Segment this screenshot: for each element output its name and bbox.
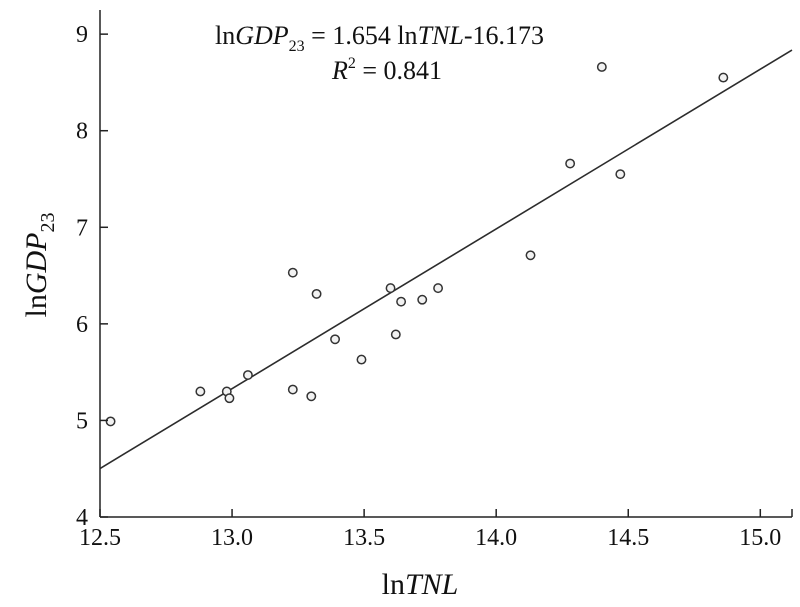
x-tick-label: 13.5 — [343, 525, 385, 551]
x-axis-title: lnTNL — [382, 568, 459, 601]
x-tick-label: 14.0 — [475, 525, 517, 551]
r2-value: = 0.841 — [356, 56, 442, 85]
eq-lhs-sub: 23 — [289, 38, 305, 55]
data-point — [105, 416, 116, 427]
x-ticks: 12.5 13.0 13.5 14.0 14.5 15.0 — [79, 509, 781, 551]
data-point — [356, 354, 367, 365]
data-point — [390, 329, 401, 340]
data-point — [224, 393, 235, 404]
data-point — [195, 386, 206, 397]
data-point — [615, 169, 626, 180]
x-axis-title-var: TNL — [405, 568, 458, 601]
data-point — [287, 267, 298, 278]
data-point — [330, 334, 341, 345]
y-tick-label: 7 — [76, 215, 88, 241]
x-tick-label: 15.0 — [739, 525, 781, 551]
eq-rhs-var: TNL — [418, 21, 464, 50]
y-axis-title: lnGDP23 — [20, 213, 59, 318]
eq-mid: = 1.654 ln — [305, 21, 418, 50]
data-point — [287, 384, 298, 395]
y-axis-title-prefix: ln — [20, 294, 53, 317]
y-tick-label: 8 — [76, 119, 88, 145]
y-tick-label: 5 — [76, 408, 88, 434]
y-axis-title-sub: 23 — [37, 213, 59, 233]
data-point — [417, 294, 428, 305]
data-point — [311, 288, 322, 299]
eq-lhs-var: GDP — [235, 21, 289, 50]
data-point — [306, 391, 317, 402]
y-ticks: 4 5 6 7 8 9 — [76, 22, 108, 531]
data-point — [433, 283, 444, 294]
data-point — [242, 370, 253, 380]
r2-sup: 2 — [348, 55, 356, 72]
x-tick-label: 14.5 — [607, 525, 649, 551]
data-point — [718, 72, 729, 83]
regression-equation: lnGDP23 = 1.654 lnTNL-16.173 — [215, 21, 544, 55]
y-tick-label: 4 — [76, 505, 88, 531]
axes — [99, 10, 793, 518]
data-point — [525, 250, 536, 261]
y-tick-label: 6 — [76, 312, 88, 338]
x-tick-label: 13.0 — [211, 525, 253, 551]
y-tick-label: 9 — [76, 22, 88, 48]
y-axis-title-var: GDP — [20, 233, 53, 295]
x-axis-title-prefix: ln — [382, 568, 405, 601]
data-points — [105, 62, 729, 427]
regression-line — [99, 49, 793, 470]
data-point — [396, 296, 407, 307]
eq-lhs-prefix: ln — [215, 21, 235, 50]
data-point — [565, 158, 576, 169]
data-point — [385, 283, 396, 294]
r-squared: R2 = 0.841 — [331, 55, 442, 85]
eq-rhs-const: -16.173 — [464, 21, 544, 50]
regression-line-group — [99, 49, 793, 470]
x-tick-label: 12.5 — [79, 525, 121, 551]
r2-var: R — [331, 56, 348, 85]
data-point — [596, 62, 607, 72]
